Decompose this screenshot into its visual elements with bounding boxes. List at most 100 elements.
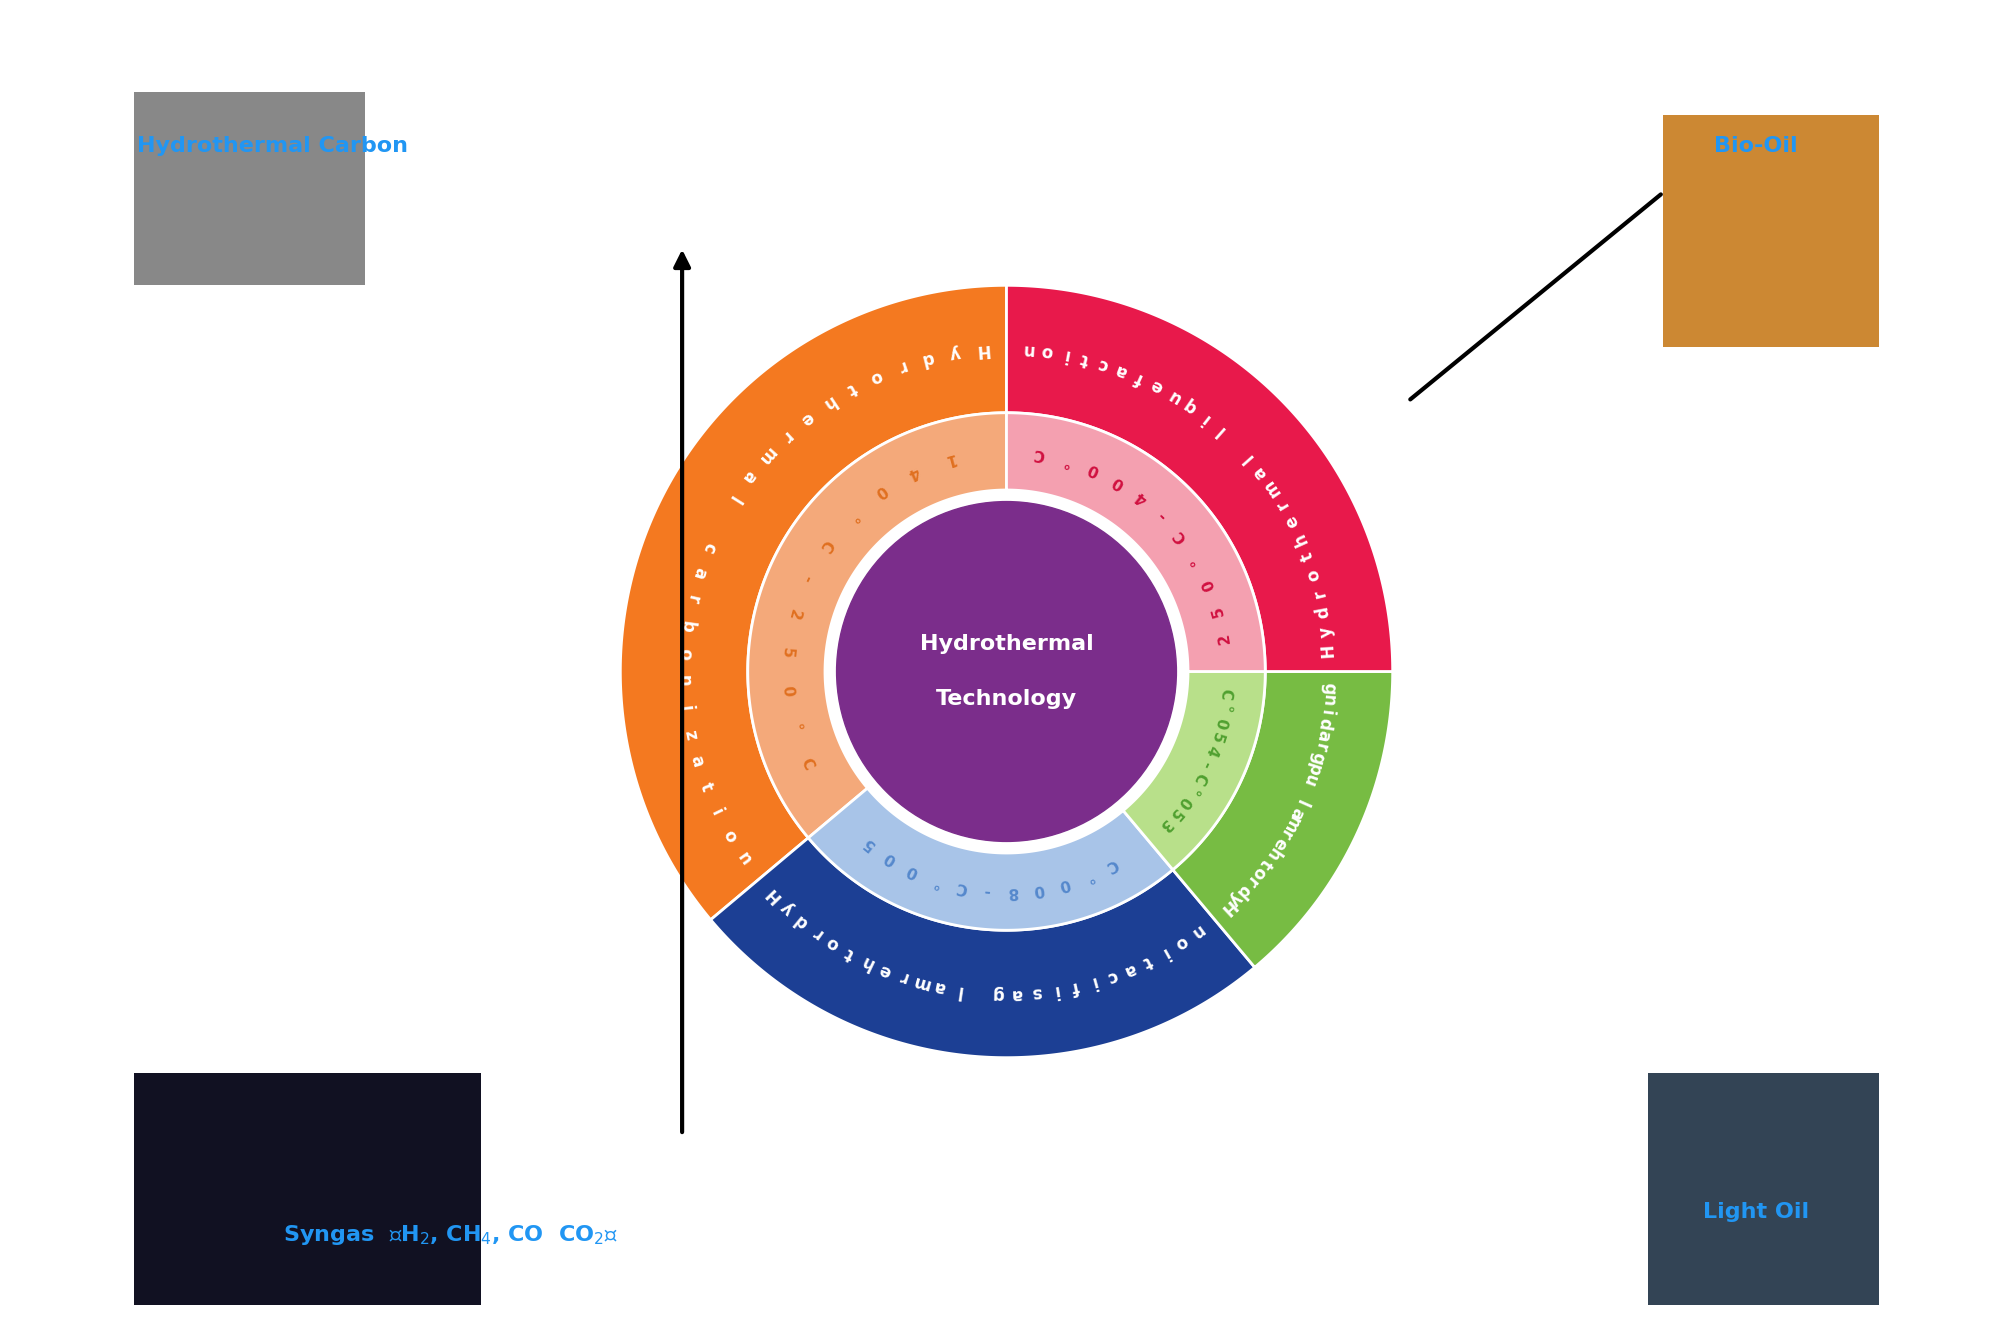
Text: 5: 5 <box>1208 729 1226 744</box>
Text: Hydrothermal: Hydrothermal <box>920 634 1093 654</box>
Text: y: y <box>777 897 797 919</box>
Text: i: i <box>1317 708 1337 716</box>
Text: r: r <box>1276 826 1294 842</box>
Bar <box>133 1073 481 1305</box>
Text: Technology: Technology <box>936 689 1077 709</box>
Text: r: r <box>1310 587 1329 599</box>
Bar <box>1663 115 1880 346</box>
Text: °: ° <box>843 508 860 524</box>
Text: y: y <box>1224 889 1246 909</box>
Text: 0: 0 <box>1200 577 1218 592</box>
Text: 4: 4 <box>1204 744 1220 759</box>
Polygon shape <box>747 412 1006 838</box>
Text: o: o <box>719 827 741 846</box>
Text: a: a <box>688 565 711 582</box>
Text: y: y <box>1317 624 1337 638</box>
Text: °: ° <box>1184 783 1200 798</box>
Text: d: d <box>1314 604 1333 619</box>
Text: 0: 0 <box>1085 461 1101 478</box>
Text: i: i <box>707 806 727 819</box>
Circle shape <box>837 501 1176 842</box>
Text: 4: 4 <box>906 463 922 481</box>
Text: Light Oil: Light Oil <box>1703 1202 1810 1222</box>
Text: d: d <box>920 349 936 369</box>
Text: n: n <box>1021 340 1035 359</box>
Text: 0: 0 <box>1212 716 1230 731</box>
Text: o: o <box>1304 567 1325 583</box>
Text: r: r <box>777 427 795 446</box>
Text: a: a <box>1113 360 1129 380</box>
Text: t: t <box>1256 854 1276 872</box>
Text: g: g <box>992 984 1004 1003</box>
Text: °: ° <box>1083 868 1095 884</box>
Text: °: ° <box>930 872 942 889</box>
Text: u: u <box>1300 772 1321 790</box>
Text: e: e <box>1147 376 1166 398</box>
Text: s: s <box>1031 983 1043 1002</box>
Polygon shape <box>1006 412 1266 672</box>
Text: 0: 0 <box>1109 473 1127 492</box>
Text: t: t <box>696 780 715 794</box>
Text: 0: 0 <box>1033 881 1045 897</box>
Text: 0: 0 <box>1174 794 1194 811</box>
Polygon shape <box>620 285 1006 920</box>
Text: °: ° <box>1216 704 1232 713</box>
Text: g: g <box>1306 749 1327 767</box>
Text: a: a <box>1011 984 1023 1003</box>
Text: r: r <box>896 357 908 376</box>
Bar <box>1647 1073 1880 1305</box>
Text: C: C <box>1172 528 1190 545</box>
Text: 0: 0 <box>904 862 920 880</box>
Text: H: H <box>763 884 785 905</box>
Text: h: h <box>1290 529 1310 548</box>
Text: i: i <box>1089 972 1099 991</box>
Text: a: a <box>1286 804 1306 822</box>
Text: u: u <box>1164 385 1184 407</box>
Text: c: c <box>699 540 719 556</box>
Text: z: z <box>680 728 701 741</box>
Text: a: a <box>739 467 759 486</box>
Polygon shape <box>711 838 1254 1058</box>
Text: H: H <box>974 341 988 360</box>
Text: 5: 5 <box>779 646 795 658</box>
Text: 3: 3 <box>1155 815 1174 834</box>
Text: r: r <box>809 923 825 943</box>
Text: °: ° <box>785 723 801 735</box>
Text: 8: 8 <box>1009 884 1019 900</box>
Text: q: q <box>1180 396 1200 418</box>
Text: c: c <box>1105 966 1119 986</box>
Polygon shape <box>809 788 1174 931</box>
Text: C: C <box>1033 446 1047 462</box>
Text: n: n <box>1188 921 1208 943</box>
Text: m: m <box>910 971 932 994</box>
Text: o: o <box>1172 932 1192 954</box>
Text: i: i <box>676 704 694 712</box>
Text: i: i <box>1157 943 1172 962</box>
Text: r: r <box>1272 496 1292 513</box>
Text: h: h <box>858 952 876 972</box>
Text: C: C <box>1190 770 1208 786</box>
Text: c: c <box>1095 353 1111 373</box>
Text: 5: 5 <box>860 834 878 853</box>
Text: f: f <box>1133 368 1147 387</box>
Text: 5: 5 <box>1166 804 1184 823</box>
Text: f: f <box>1069 978 1081 997</box>
Text: Syngas  （H$_2$, CH$_4$, CO  CO$_2$）: Syngas （H$_2$, CH$_4$, CO CO$_2$） <box>284 1223 618 1248</box>
Text: l: l <box>725 492 743 506</box>
Text: 0: 0 <box>882 849 898 868</box>
Text: p: p <box>1302 761 1325 778</box>
Polygon shape <box>1174 672 1393 967</box>
Polygon shape <box>1006 285 1393 672</box>
Text: r: r <box>682 594 703 606</box>
Text: C: C <box>1103 855 1121 874</box>
Text: l: l <box>1212 422 1228 439</box>
Text: Bio-Oil: Bio-Oil <box>1713 136 1798 156</box>
Text: a: a <box>1312 728 1333 743</box>
Text: t: t <box>843 379 860 399</box>
Text: t: t <box>1298 549 1319 563</box>
Text: a: a <box>1121 959 1139 980</box>
Text: r: r <box>1242 873 1260 890</box>
Text: -: - <box>984 884 990 898</box>
Text: o: o <box>1248 862 1268 882</box>
Text: o: o <box>823 933 843 954</box>
